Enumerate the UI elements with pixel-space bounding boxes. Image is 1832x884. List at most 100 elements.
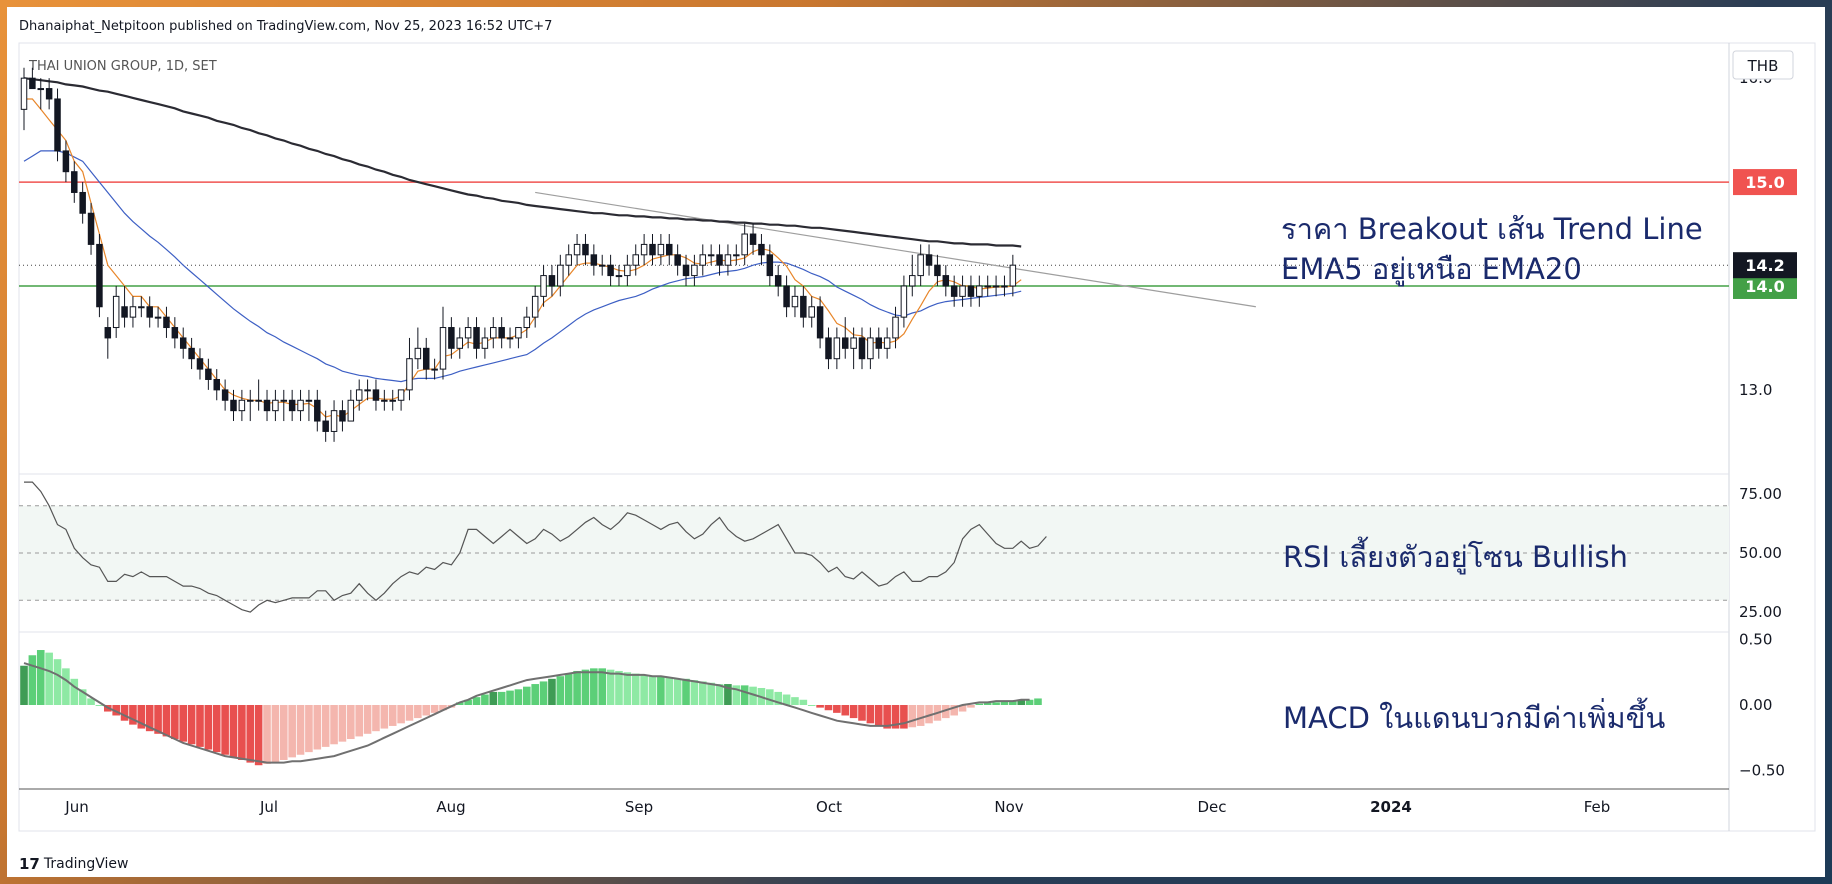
macd-histogram-bar xyxy=(338,705,347,742)
candle-body xyxy=(657,243,665,256)
ema5-line xyxy=(24,98,1022,418)
candle-body xyxy=(506,337,514,340)
macd-histogram-bar xyxy=(598,668,607,705)
trend-line xyxy=(535,191,1256,308)
last-price-label: 14.2 xyxy=(1745,256,1784,275)
candle-body xyxy=(858,337,866,360)
candle-body xyxy=(62,150,70,173)
candle-body xyxy=(883,337,891,349)
macd-histogram-bar xyxy=(992,702,1000,705)
candle-body xyxy=(314,399,321,422)
candle-body xyxy=(473,327,480,349)
price-label: 15.0 xyxy=(1745,173,1784,192)
candle-body xyxy=(129,306,137,318)
candle-body xyxy=(598,264,606,267)
candle-body xyxy=(557,264,564,287)
candle-body xyxy=(498,327,505,339)
candle-body xyxy=(841,337,849,349)
macd-histogram-bar xyxy=(950,705,958,716)
candle-body xyxy=(20,77,28,110)
macd-histogram-bar xyxy=(782,694,791,705)
macd-histogram-bar xyxy=(514,689,523,705)
macd-histogram-bar xyxy=(975,703,984,705)
macd-histogram-bar xyxy=(891,705,900,729)
last-price-box xyxy=(1733,252,1797,279)
candle-body xyxy=(230,399,237,412)
candle-body xyxy=(255,399,262,402)
macd-histogram-bar xyxy=(36,650,45,705)
macd-histogram-bar xyxy=(439,705,447,711)
candle-body xyxy=(96,243,103,308)
macd-histogram-bar xyxy=(162,705,171,737)
candle-body xyxy=(372,389,380,401)
macd-histogram-bar xyxy=(866,705,875,724)
candle-body xyxy=(221,389,229,401)
time-axis-tick: Oct xyxy=(816,798,842,816)
macd-histogram-bar xyxy=(791,697,799,705)
macd-histogram-bar xyxy=(849,705,858,719)
candle-body xyxy=(154,316,162,319)
candle-body xyxy=(808,306,815,318)
macd-histogram-bar xyxy=(942,705,950,719)
macd-histogram-bar xyxy=(740,685,749,705)
candle-body xyxy=(29,77,36,90)
macd-histogram-bar xyxy=(1009,701,1017,705)
candle-body xyxy=(322,420,329,432)
macd-histogram-bar xyxy=(62,668,70,705)
macd-histogram-bar xyxy=(883,705,891,729)
chart-canvas[interactable]: THAI UNION GROUP, 1D, SET16.013.0THB15.0… xyxy=(7,7,1825,877)
macd-histogram-bar xyxy=(120,705,129,721)
candle-body xyxy=(272,399,279,412)
rsi-line xyxy=(24,481,1047,613)
candle-body xyxy=(691,264,698,277)
candle-body xyxy=(196,358,204,370)
candle-body xyxy=(934,264,941,277)
tradingview-logo[interactable]: 𝟭𝟳 TradingView xyxy=(19,855,128,873)
macd-histogram-bar xyxy=(204,705,213,750)
macd-histogram-bar xyxy=(112,705,120,716)
macd-axis-tick: 0.50 xyxy=(1739,631,1772,649)
candle-body xyxy=(733,254,740,257)
macd-histogram-bar xyxy=(833,705,841,713)
candle-body xyxy=(481,337,489,349)
candle-body xyxy=(565,254,572,266)
macd-histogram-bar xyxy=(279,705,288,760)
macd-histogram-bar xyxy=(414,705,422,719)
macd-axis-tick: 0.00 xyxy=(1739,696,1772,714)
candle-body xyxy=(892,316,899,339)
candle-body xyxy=(833,337,841,360)
rsi-annotation: RSI เลี้ยงตัวอยู่โซน Bullish xyxy=(1283,536,1628,575)
macd-histogram-bar xyxy=(221,705,229,755)
candle-body xyxy=(288,399,296,412)
candle-body xyxy=(45,88,53,100)
candle-body xyxy=(163,316,170,329)
candle-body xyxy=(464,327,472,339)
candle-body xyxy=(531,295,539,318)
candle-body xyxy=(666,243,673,256)
candle-body xyxy=(347,399,355,422)
macd-histogram-bar xyxy=(531,684,539,705)
macd-histogram-bar xyxy=(967,705,975,708)
price-annotation: ราคา Breakout เส้น Trend Line xyxy=(1281,212,1703,246)
candle-body xyxy=(37,88,45,91)
macd-histogram-bar xyxy=(288,705,296,758)
macd-histogram-bar xyxy=(724,684,732,705)
macd-signal-line xyxy=(23,662,1030,764)
macd-histogram-bar xyxy=(925,705,933,724)
candle-body xyxy=(490,327,497,339)
candle-body xyxy=(79,191,86,214)
macd-histogram-bar xyxy=(506,690,514,705)
candle-body xyxy=(188,347,195,360)
macd-histogram-bar xyxy=(229,705,238,758)
candle-body xyxy=(800,295,807,318)
macd-histogram-bar xyxy=(824,705,833,711)
candle-body xyxy=(573,243,581,256)
macd-annotation: MACD ในแดนบวกมีค่าเพิ่มขึ้น xyxy=(1283,697,1666,735)
macd-histogram-bar xyxy=(590,668,598,705)
macd-histogram-bar xyxy=(472,697,481,705)
macd-histogram-bar xyxy=(321,705,330,747)
macd-histogram-bar xyxy=(271,705,280,763)
candle-body xyxy=(523,316,531,329)
macd-histogram-bar xyxy=(1017,699,1026,705)
macd-histogram-bar xyxy=(556,676,565,705)
